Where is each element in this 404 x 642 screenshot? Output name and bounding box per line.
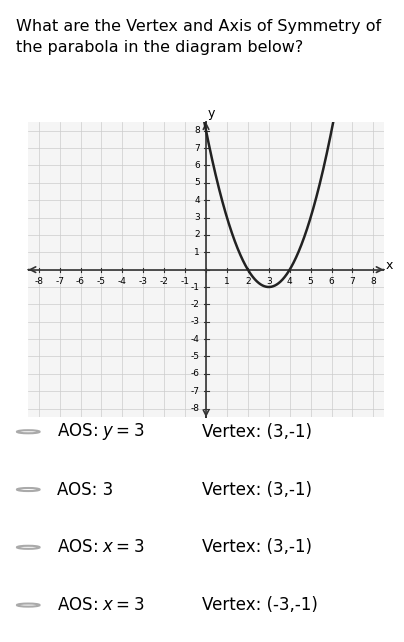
- Text: -7: -7: [191, 386, 200, 395]
- Text: AOS: $x = 3$: AOS: $x = 3$: [57, 538, 144, 557]
- Text: AOS: 3: AOS: 3: [57, 480, 113, 499]
- Text: y: y: [208, 107, 215, 120]
- Text: Vertex: (3,-1): Vertex: (3,-1): [202, 480, 312, 499]
- Text: AOS: $x = 3$: AOS: $x = 3$: [57, 596, 144, 614]
- Text: 1: 1: [224, 277, 230, 286]
- Text: AOS: $y = 3$: AOS: $y = 3$: [57, 421, 144, 442]
- Text: 6: 6: [328, 277, 335, 286]
- Text: -3: -3: [139, 277, 148, 286]
- Text: 7: 7: [349, 277, 355, 286]
- Text: Vertex: (3,-1): Vertex: (3,-1): [202, 538, 312, 557]
- Text: What are the Vertex and Axis of Symmetry of
the parabola in the diagram below?: What are the Vertex and Axis of Symmetry…: [16, 19, 381, 55]
- Text: -8: -8: [34, 277, 43, 286]
- Text: -1: -1: [181, 277, 189, 286]
- Text: -2: -2: [160, 277, 168, 286]
- Text: 2: 2: [245, 277, 250, 286]
- Text: -5: -5: [97, 277, 106, 286]
- Text: 4: 4: [194, 196, 200, 205]
- Text: 3: 3: [266, 277, 271, 286]
- Text: -3: -3: [191, 317, 200, 326]
- Text: -5: -5: [191, 352, 200, 361]
- Text: 5: 5: [194, 178, 200, 187]
- Text: -4: -4: [191, 334, 200, 343]
- Text: -6: -6: [76, 277, 85, 286]
- Text: -7: -7: [55, 277, 64, 286]
- Text: Vertex: (3,-1): Vertex: (3,-1): [202, 422, 312, 441]
- Text: -8: -8: [191, 404, 200, 413]
- Text: 4: 4: [287, 277, 292, 286]
- Text: 8: 8: [370, 277, 376, 286]
- Text: 2: 2: [194, 230, 200, 239]
- Text: -6: -6: [191, 369, 200, 378]
- Text: 6: 6: [194, 161, 200, 170]
- Text: 1: 1: [194, 248, 200, 257]
- Text: Vertex: (-3,-1): Vertex: (-3,-1): [202, 596, 318, 614]
- Text: -4: -4: [118, 277, 127, 286]
- Text: 5: 5: [308, 277, 314, 286]
- Text: 3: 3: [194, 213, 200, 222]
- Text: -1: -1: [191, 282, 200, 291]
- Text: -2: -2: [191, 300, 200, 309]
- Text: 7: 7: [194, 144, 200, 153]
- Text: x: x: [386, 259, 393, 272]
- Text: 8: 8: [194, 126, 200, 135]
